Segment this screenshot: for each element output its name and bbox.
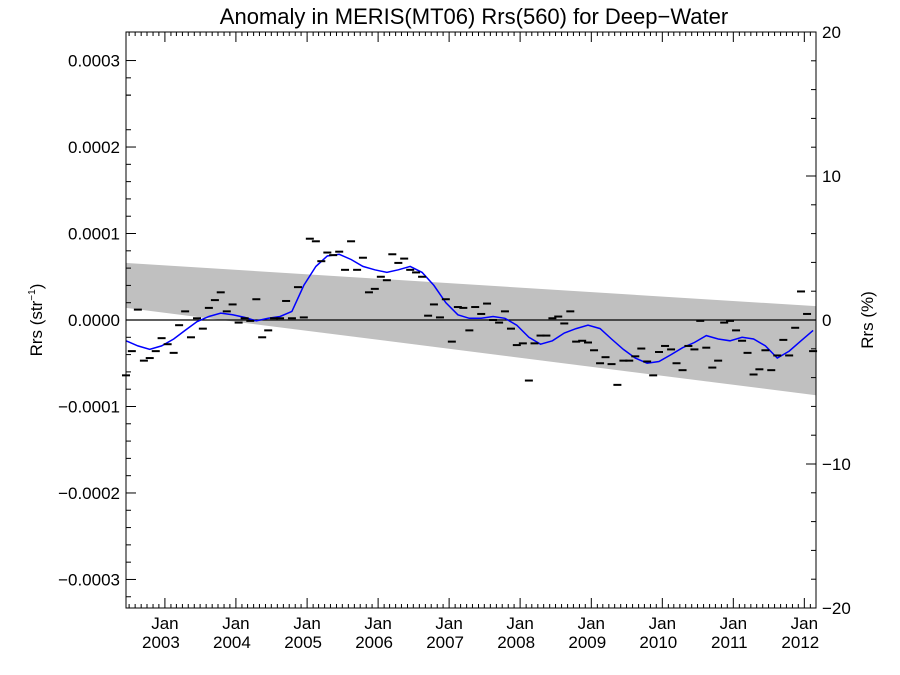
y-tick-label-right: 20: [822, 23, 841, 42]
y-axis-left-label-main: Rrs (str: [27, 300, 46, 356]
chart-title: Anomaly in MERIS(MT06) Rrs(560) for Deep…: [220, 4, 728, 29]
x-tick-label-month: Jan: [649, 614, 676, 633]
series-line-layer: [125, 253, 814, 364]
axes: [125, 31, 817, 609]
y-tick-label-right: −20: [822, 599, 851, 618]
x-tick-label-month: Jan: [720, 614, 747, 633]
y-tick-label-right: 0: [822, 311, 831, 330]
y-tick-label-left: 0.0000: [68, 311, 120, 330]
x-tick-label-year: 2008: [497, 633, 535, 652]
y-tick-label-left: −0.0003: [58, 570, 120, 589]
y-tick-label-left: 0.0003: [68, 52, 120, 71]
y-tick-label-left: 0.0001: [68, 225, 120, 244]
series-line: [125, 253, 814, 364]
y-tick-label-right: −10: [822, 455, 851, 474]
y-tick-label-left: −0.0001: [58, 397, 120, 416]
x-tick-label-month: Jan: [435, 614, 462, 633]
x-tick-label-month: Jan: [791, 614, 818, 633]
x-tick-label-month: Jan: [222, 614, 249, 633]
x-tick-label-year: 2007: [426, 633, 464, 652]
x-tick-label-year: 2009: [568, 633, 606, 652]
y-tick-label-left: 0.0002: [68, 138, 120, 157]
x-tick-label-year: 2005: [284, 633, 322, 652]
confidence-band: [126, 262, 816, 396]
x-tick-label-year: 2003: [142, 633, 180, 652]
y-tick-label-right: 10: [822, 167, 841, 186]
x-tick-label-month: Jan: [293, 614, 320, 633]
x-tick-label-year: 2004: [213, 633, 251, 652]
y-axis-left-label: Rrs (str−1): [27, 284, 46, 357]
y-axis-right-label: Rrs (%): [858, 291, 877, 349]
x-tick-label-month: Jan: [578, 614, 605, 633]
confidence-band-layer: [126, 262, 816, 396]
series-marker-layer: [122, 237, 818, 386]
x-tick-label-month: Jan: [151, 614, 178, 633]
y-axis-left-label-close: ): [27, 284, 46, 290]
x-tick-label-month: Jan: [364, 614, 391, 633]
x-tick-label-year: 2010: [639, 633, 677, 652]
x-tick-label-year: 2006: [355, 633, 393, 652]
x-tick-label-month: Jan: [506, 614, 533, 633]
tick-labels: 0.0003 0.0002 0.0001 0.0000 −0.0001 −0.0002 −0…: [58, 23, 851, 652]
x-tick-label-year: 2012: [781, 633, 819, 652]
y-tick-label-left: −0.0002: [58, 484, 120, 503]
x-tick-label-year: 2011: [711, 633, 748, 652]
y-axis-left-label-superscript: −1: [27, 289, 38, 301]
